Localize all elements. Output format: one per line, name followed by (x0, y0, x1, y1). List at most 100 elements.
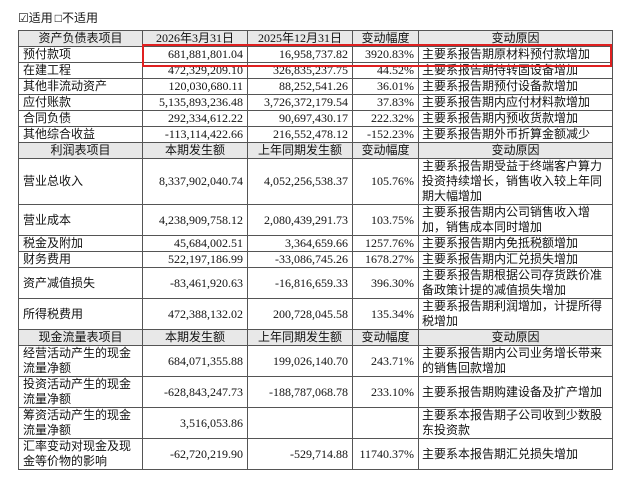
previous-cell: 90,697,430.17 (247, 110, 353, 127)
change-cell: 135.34% (352, 298, 419, 330)
table-row: 预付款项 681,881,801.04 16,958,737.82 3920.83% 主… (18, 46, 613, 63)
column-header: 现金流量表项目 (18, 329, 143, 346)
reason-cell: 主要系报告期内预收货款增加 (418, 110, 613, 127)
reason-cell: 主要系本报告期子公司收到少数股东投资款 (418, 407, 613, 439)
change-cell: 396.30% (352, 267, 419, 299)
item-cell: 汇率变动对现金及现金等价物的影响 (18, 438, 143, 470)
table-row: 在建工程 472,329,209.10 326,835,237.75 44.52% 主要… (18, 62, 613, 79)
item-cell: 所得税费用 (18, 298, 143, 330)
current-cell: 684,071,355.88 (142, 345, 248, 377)
reason-cell: 主要系报告期预付设备款增加 (418, 78, 613, 95)
current-cell: 8,337,902,040.74 (142, 158, 248, 205)
reason-cell: 主要系报告期内汇兑损失增加 (418, 251, 613, 268)
column-header: 2026年3月31日 (142, 30, 248, 47)
table-row: 经营活动产生的现金流量净额 684,071,355.88 199,026,140.7… (18, 345, 613, 377)
table-row: 所得税费用 472,388,132.02 200,728,045.58 135.34%… (18, 298, 613, 330)
table-row: 筹资活动产生的现金流量净额 3,516,053.86 主要系本报告期子公司收到少数股… (18, 407, 613, 439)
reason-cell: 主要系报告期受益于终端客户算力投资持续增长，销售收入较上年同期大幅增加 (418, 158, 613, 205)
change-cell (352, 407, 419, 439)
change-cell: -152.23% (352, 126, 419, 143)
section-header: 资产负债表项目 2026年3月31日 2025年12月31日 变动幅度 变动原因 (18, 30, 613, 47)
table-row: 合同负债 292,334,612.22 90,697,430.17 222.32% 主要… (18, 110, 613, 127)
item-cell: 投资活动产生的现金流量净额 (18, 376, 143, 408)
change-cell: 243.71% (352, 345, 419, 377)
change-cell: 3920.83% (352, 46, 419, 63)
options: ☑适用 □不适用 (18, 10, 100, 26)
previous-cell: 199,026,140.70 (247, 345, 353, 377)
previous-cell: 2,080,439,291.73 (247, 204, 353, 236)
current-cell: 3,516,053.86 (142, 407, 248, 439)
reason-cell: 主要系本报告期汇兑损失增加 (418, 438, 613, 470)
option-unchecked: □不适用 (54, 11, 99, 25)
item-cell: 应付账款 (18, 94, 143, 111)
item-cell: 税金及附加 (18, 235, 143, 252)
column-header: 本期发生额 (142, 142, 248, 159)
previous-cell: 200,728,045.58 (247, 298, 353, 330)
previous-cell: 3,726,372,179.54 (247, 94, 353, 111)
current-cell: 292,334,612.22 (142, 110, 248, 127)
table-row: 税金及附加 45,684,002.51 3,364,659.66 1257.76% 主要… (18, 235, 613, 252)
table-row: 其他综合收益 -113,114,422.66 216,552,478.12 -152.… (18, 126, 613, 143)
previous-cell: 326,835,237.75 (247, 62, 353, 79)
reason-cell: 主要系报告期内应付材料款增加 (418, 94, 613, 111)
column-header: 资产负债表项目 (18, 30, 143, 47)
reason-cell: 主要系报告期内免抵税额增加 (418, 235, 613, 252)
column-header: 利润表项目 (18, 142, 143, 159)
reason-cell: 主要系报告期待转固设备增加 (418, 62, 613, 79)
column-header: 变动原因 (418, 142, 613, 159)
item-cell: 营业总收入 (18, 158, 143, 205)
previous-cell: 16,958,737.82 (247, 46, 353, 63)
column-header: 上年同期发生额 (247, 142, 353, 159)
column-header: 上年同期发生额 (247, 329, 353, 346)
column-header: 变动幅度 (352, 30, 419, 47)
current-cell: 45,684,002.51 (142, 235, 248, 252)
current-cell: -113,114,422.66 (142, 126, 248, 143)
reason-cell: 主要系报告期购建设备及扩产增加 (418, 376, 613, 408)
current-cell: 5,135,893,236.48 (142, 94, 248, 111)
reason-cell: 主要系报告期内公司销售收入增加，销售成本同时增加 (418, 204, 613, 236)
column-header: 变动幅度 (352, 142, 419, 159)
item-cell: 筹资活动产生的现金流量净额 (18, 407, 143, 439)
change-cell: 1257.76% (352, 235, 419, 252)
change-cell: 37.83% (352, 94, 419, 111)
item-cell: 其他综合收益 (18, 126, 143, 143)
current-cell: 681,881,801.04 (142, 46, 248, 63)
item-cell: 合同负债 (18, 110, 143, 127)
current-cell: -62,720,219.90 (142, 438, 248, 470)
current-cell: 472,388,132.02 (142, 298, 248, 330)
current-cell: 472,329,209.10 (142, 62, 248, 79)
item-cell: 资产减值损失 (18, 267, 143, 299)
column-header: 变动原因 (418, 329, 613, 346)
previous-cell: -16,816,659.33 (247, 267, 353, 299)
change-cell: 233.10% (352, 376, 419, 408)
item-cell: 营业成本 (18, 204, 143, 236)
column-header: 变动幅度 (352, 329, 419, 346)
change-cell: 1678.27% (352, 251, 419, 268)
table-row: 营业总收入 8,337,902,040.74 4,052,256,538.37 105… (18, 158, 613, 205)
column-header: 2025年12月31日 (247, 30, 353, 47)
column-header: 本期发生额 (142, 329, 248, 346)
previous-cell: 88,252,541.26 (247, 78, 353, 95)
table-row: 投资活动产生的现金流量净额 -628,843,247.73 -188,787,068… (18, 376, 613, 408)
previous-cell: -188,787,068.78 (247, 376, 353, 408)
current-cell: -628,843,247.73 (142, 376, 248, 408)
item-cell: 在建工程 (18, 62, 143, 79)
previous-cell: -33,086,745.26 (247, 251, 353, 268)
item-cell: 经营活动产生的现金流量净额 (18, 345, 143, 377)
current-cell: -83,461,920.63 (142, 267, 248, 299)
reason-cell: 主要系报告期外币折算金额减少 (418, 126, 613, 143)
previous-cell: 216,552,478.12 (247, 126, 353, 143)
table-row: 其他非流动资产 120,030,680.11 88,252,541.26 36.01%… (18, 78, 613, 95)
item-cell: 其他非流动资产 (18, 78, 143, 95)
reason-cell: 主要系报告期根据公司存货跌价准备政策计提的减值损失增加 (418, 267, 613, 299)
change-cell: 36.01% (352, 78, 419, 95)
change-cell: 105.76% (352, 158, 419, 205)
table-row: 汇率变动对现金及现金等价物的影响 -62,720,219.90 -529,714.8… (18, 438, 613, 470)
column-header: 变动原因 (418, 30, 613, 47)
change-cell: 44.52% (352, 62, 419, 79)
previous-cell: 4,052,256,538.37 (247, 158, 353, 205)
change-cell: 222.32% (352, 110, 419, 127)
change-cell: 103.75% (352, 204, 419, 236)
previous-cell: -529,714.88 (247, 438, 353, 470)
